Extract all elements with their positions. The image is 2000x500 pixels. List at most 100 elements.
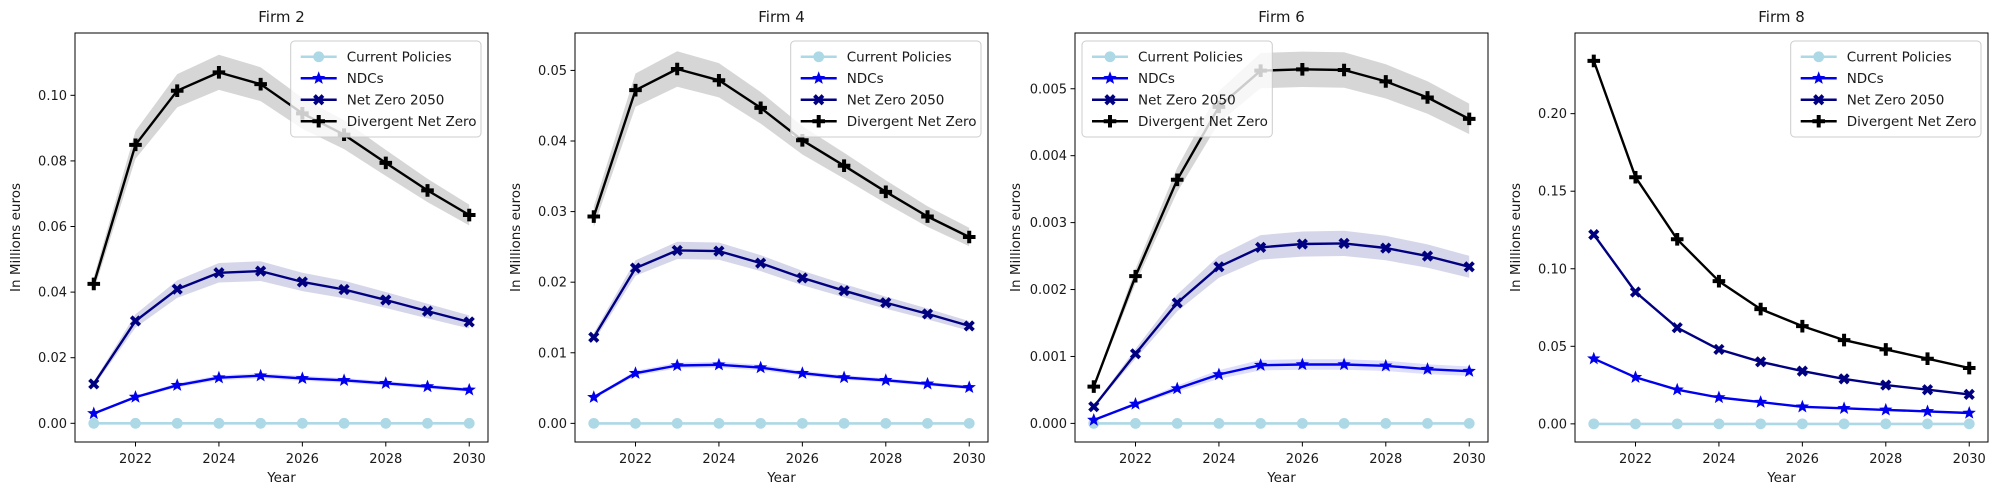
series-net-zero-2050-marker	[1380, 242, 1392, 254]
x-tick-label: 2028	[369, 452, 402, 467]
series-current-policies-marker	[1796, 418, 1808, 430]
legend-item-divergent-net-zero: Divergent Net Zero	[1800, 114, 1977, 130]
series-current-policies-marker	[1296, 417, 1308, 429]
x-tick-label: 2030	[453, 452, 486, 467]
series-net-zero-2050-marker	[88, 378, 100, 390]
legend-item-ndcs: NDCs	[1092, 71, 1175, 87]
legend-item-current-policies: Current Policies	[300, 50, 452, 66]
series-divergent-net-zero-marker	[1670, 232, 1684, 246]
y-tick-label: 0.01	[538, 346, 567, 361]
series-ndcs-line	[92, 374, 471, 415]
series-net-zero-2050-marker	[338, 283, 350, 296]
series-divergent-net-zero-marker	[1337, 63, 1351, 77]
legend-current-policies-marker	[1104, 51, 1116, 63]
legend-box	[1081, 40, 1273, 138]
series-net-zero-2050-marker	[1296, 238, 1308, 250]
series-current-policies-marker	[1255, 417, 1267, 429]
series-current-policies-marker	[1171, 417, 1183, 429]
series-net-zero-2050-marker	[1796, 365, 1808, 377]
series-current-policies-marker	[380, 417, 392, 429]
series-current-policies-marker	[88, 417, 100, 429]
y-axis-label: In Millions euros	[1008, 183, 1024, 292]
y-axis-label: In Millions euros	[1508, 183, 1524, 292]
series-divergent-net-zero-marker	[87, 277, 101, 291]
subplot-firm-6: 0.000 0.001 0.002 0.003 0.004 0.005 2022 2024 20…	[1000, 0, 1500, 500]
series-net-zero-2050-marker	[629, 262, 642, 274]
chart-firm-6: 0.000 0.001 0.002 0.003 0.004 0.005 2022 2024 20…	[1008, 8, 1489, 486]
series-net-zero-2050-marker	[255, 265, 267, 277]
series-net-zero-2050-marker	[1671, 322, 1683, 334]
series-ndcs-marker	[1337, 357, 1351, 371]
series-ndcs-marker	[1670, 382, 1684, 396]
y-tick-label: 0.003	[1030, 216, 1067, 231]
series-net-zero-2050-marker	[1088, 401, 1100, 413]
series-ndcs-marker	[1379, 358, 1393, 372]
series-net-zero-2050-marker	[1838, 373, 1850, 385]
x-axis-label: Year	[1766, 470, 1796, 486]
series-ndcs-marker	[253, 368, 268, 382]
plot-title: Firm 4	[758, 8, 805, 26]
series-ndcs-marker	[753, 360, 768, 374]
x-tick-label: 2028	[1869, 452, 1902, 467]
series-net-zero-2050-marker	[171, 283, 183, 295]
series-net-zero-2050-marker	[1129, 348, 1142, 360]
series-net-zero-2050-marker	[1963, 388, 1975, 400]
series-divergent-net-zero-marker	[962, 230, 976, 244]
series-net-zero-2050-marker	[129, 315, 142, 327]
series-net-zero-2050-marker	[1921, 384, 1934, 396]
series-net-zero-2050-marker	[880, 297, 892, 309]
y-tick-label: 0.002	[1030, 283, 1067, 298]
y-tick-label: 0.08	[38, 154, 67, 169]
y-tick-label: 0.10	[1538, 262, 1567, 277]
legend: Current Policies NDCs Net Zero 2050 Diverge…	[1081, 40, 1273, 138]
series-net-zero-2050-marker	[1171, 297, 1183, 309]
series-current-policies-marker	[1213, 417, 1225, 429]
plot-border	[574, 32, 989, 443]
x-tick-label: 2028	[1369, 452, 1402, 467]
legend-item-ndcs: NDCs	[1800, 71, 1884, 87]
legend-box	[290, 40, 482, 138]
x-tick-label: 2030	[1953, 452, 1986, 467]
y-tick-label: 0.10	[38, 89, 67, 104]
series-ndcs-marker	[1795, 399, 1810, 413]
legend-label: Net Zero 2050	[1138, 93, 1236, 109]
series-ndcs-marker	[128, 390, 143, 403]
x-tick-label: 2026	[286, 452, 319, 467]
y-tick-label: 0.004	[1030, 149, 1067, 164]
x-tick-label: 2024	[1202, 452, 1235, 467]
chart-firm-4: 0.00 0.01 0.02 0.03 0.04 0.05 2022 2024 2026 2028…	[508, 8, 989, 486]
series-net-zero-2050-marker	[1213, 261, 1225, 273]
x-tick-label: 2022	[1619, 452, 1652, 467]
series-ndcs-marker	[1837, 401, 1851, 415]
series-net-zero-2050-marker	[588, 331, 600, 343]
chart-firm-2: 0.00 0.02 0.04 0.06 0.08 0.10 2022 2024 2026 2028…	[8, 8, 489, 486]
series-divergent-net-zero-marker	[879, 185, 893, 199]
series-current-policies-marker	[1671, 418, 1683, 430]
legend-label: Current Policies	[1138, 50, 1243, 66]
y-axis-label: In Millions euros	[8, 183, 24, 292]
series-net-zero-2050-line	[1092, 242, 1471, 408]
series-current-policies-marker	[1880, 418, 1892, 430]
series-net-zero-2050-marker	[838, 285, 850, 297]
x-tick-label: 2030	[953, 452, 986, 467]
x-tick-label: 2028	[869, 452, 902, 467]
series-divergent-net-zero-marker	[254, 77, 267, 91]
series-current-policies-marker	[671, 417, 683, 429]
series-divergent-net-zero-marker	[462, 208, 476, 222]
series-net-zero-2050-marker	[1255, 241, 1267, 253]
legend-ndcs-marker	[1103, 71, 1117, 84]
legend-item-ndcs: NDCs	[300, 71, 384, 87]
legend-label: Divergent Net Zero	[1138, 114, 1268, 130]
legend-item-net-zero-2050: Net Zero 2050	[800, 93, 944, 109]
legend-item-divergent-net-zero: Divergent Net Zero	[300, 114, 477, 130]
x-tick-label: 2030	[1453, 452, 1486, 467]
legend-item-divergent-net-zero: Divergent Net Zero	[800, 114, 977, 130]
series-net-zero-2050-marker	[463, 316, 475, 328]
y-tick-label: 0.000	[1030, 417, 1067, 432]
subplot-firm-2: 0.00 0.02 0.04 0.06 0.08 0.10 2022 2024 2026 2028…	[0, 0, 500, 500]
chart-firm-8: 0.00 0.05 0.10 0.15 0.20 2022 2024 2026 2028 2030…	[1508, 8, 1989, 486]
series-current-policies-marker	[171, 417, 183, 429]
legend-ndcs-marker	[312, 71, 326, 84]
series-divergent-net-zero-marker	[1921, 352, 1934, 366]
series-ndcs-line	[1592, 357, 1971, 415]
